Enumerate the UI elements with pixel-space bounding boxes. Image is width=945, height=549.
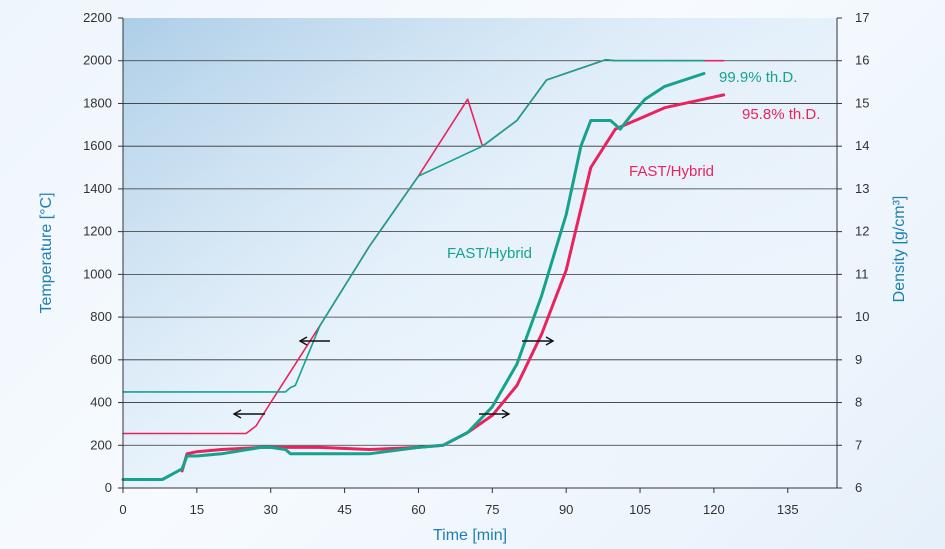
x-tick-label: 105 xyxy=(629,502,651,517)
x-tick-label: 45 xyxy=(337,502,351,517)
x-tick-label: 60 xyxy=(411,502,425,517)
x-tick-label: 120 xyxy=(703,502,725,517)
y-tick-label: 600 xyxy=(90,352,112,367)
y2-tick-label: 14 xyxy=(855,138,869,153)
arrow-left-red-temperature-head xyxy=(232,409,242,419)
y2-tick-label: 16 xyxy=(855,53,869,68)
y2-axis-title: Density [g/cm³] xyxy=(891,196,908,303)
y2-tick-label: 9 xyxy=(855,352,862,367)
temperature-series-1 xyxy=(122,58,705,393)
x-axis-title: Time [min] xyxy=(433,527,507,544)
arrow-right-red-density-head xyxy=(501,409,511,419)
x-tick-label: 75 xyxy=(485,502,499,517)
y-tick-label: 200 xyxy=(90,437,112,452)
x-tick-label: 0 xyxy=(119,502,126,517)
y-tick-label: 1800 xyxy=(83,95,112,110)
y-tick-label: 0 xyxy=(105,480,112,495)
y2-tick-label: 6 xyxy=(855,480,862,495)
tick-labels: 0200400600800100012001400160018002000220… xyxy=(83,10,869,517)
y-tick-label: 800 xyxy=(90,309,112,324)
arrow-right-teal-density-head xyxy=(545,336,555,346)
y-tick-label: 400 xyxy=(90,395,112,410)
x-tick-label: 135 xyxy=(777,502,799,517)
y-tick-label: 1600 xyxy=(83,138,112,153)
y2-tick-label: 7 xyxy=(855,437,862,452)
annotation-teal-series: FAST/Hybrid xyxy=(447,245,532,262)
y-tick-label: 1200 xyxy=(83,224,112,239)
series-lines xyxy=(121,58,726,481)
annotation-red-density: 95.8% th.D. xyxy=(742,106,820,123)
x-tick-label: 30 xyxy=(263,502,277,517)
density-series-3 xyxy=(121,72,706,481)
y-tick-label: 2000 xyxy=(83,53,112,68)
y2-tick-label: 8 xyxy=(855,395,862,410)
y2-tick-label: 17 xyxy=(855,10,869,25)
y2-tick-label: 10 xyxy=(855,309,869,324)
y2-tick-label: 11 xyxy=(855,266,869,281)
y2-tick-label: 13 xyxy=(855,181,869,196)
y-axis-title: Temperature [°C] xyxy=(38,192,55,313)
direction-arrows xyxy=(232,336,555,419)
y2-tick-label: 15 xyxy=(855,95,869,110)
y-tick-label: 1400 xyxy=(83,181,112,196)
y-tick-label: 1000 xyxy=(83,266,112,281)
x-tick-label: 15 xyxy=(190,502,204,517)
x-tick-label: 90 xyxy=(559,502,573,517)
annotation-red-series: FAST/Hybrid xyxy=(629,163,714,180)
y2-tick-label: 12 xyxy=(855,224,869,239)
y-tick-label: 2200 xyxy=(83,10,112,25)
arrow-left-teal-temperature-head xyxy=(298,336,308,346)
annotation-teal-density: 99.9% th.D. xyxy=(719,69,797,86)
